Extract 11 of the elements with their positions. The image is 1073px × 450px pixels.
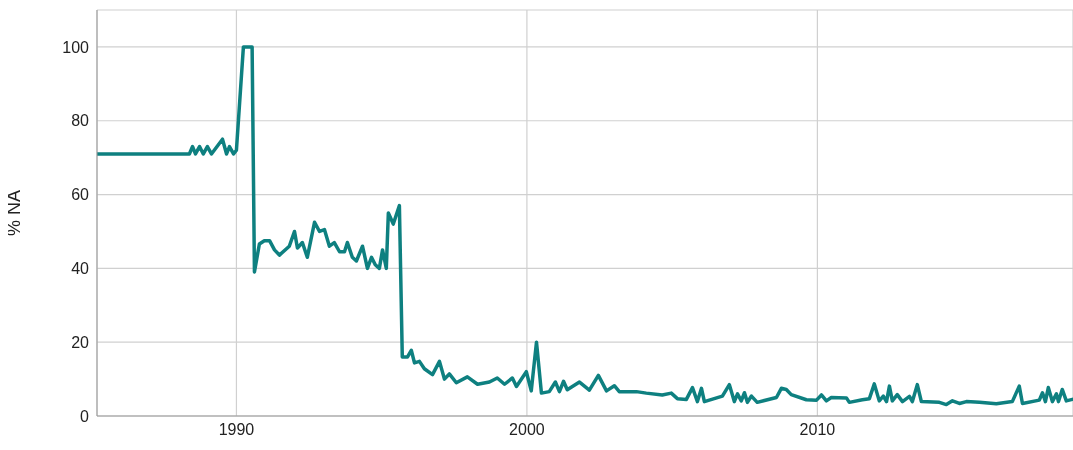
- y-tick-label: 20: [71, 333, 90, 351]
- x-tick-label: 2010: [799, 421, 836, 439]
- y-tick-label: 80: [71, 112, 90, 130]
- y-tick-label: 0: [80, 407, 90, 425]
- y-tick-label: 100: [62, 38, 90, 56]
- y-tick-label: 40: [71, 260, 90, 278]
- line-series: [97, 45, 1073, 407]
- x-tick-label: 2000: [509, 421, 545, 439]
- y-tick-label: 60: [71, 186, 90, 204]
- x-tick-label: 1990: [218, 421, 255, 439]
- y-axis-title: % NA: [4, 189, 25, 237]
